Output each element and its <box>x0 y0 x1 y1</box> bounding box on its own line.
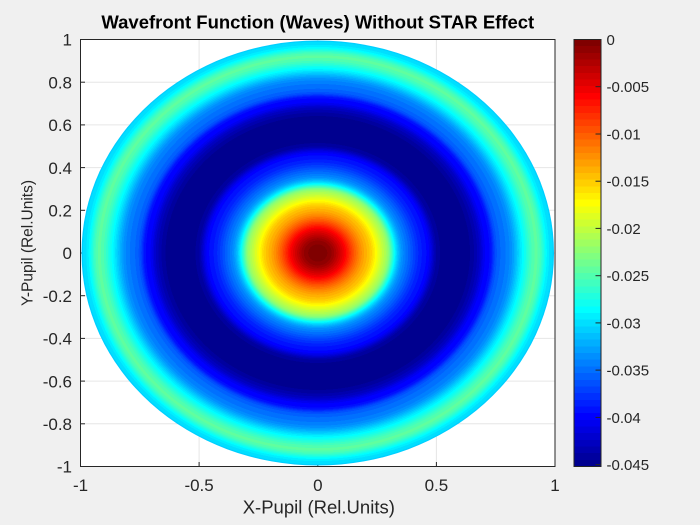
svg-text:-1: -1 <box>73 476 88 495</box>
svg-text:-0.045: -0.045 <box>607 457 650 474</box>
svg-text:-0.03: -0.03 <box>607 315 641 332</box>
svg-text:-0.02: -0.02 <box>607 221 641 238</box>
svg-text:X-Pupil (Rel.Units): X-Pupil (Rel.Units) <box>243 497 395 518</box>
svg-text:-0.5: -0.5 <box>184 476 213 495</box>
svg-text:-0.2: -0.2 <box>43 287 72 306</box>
svg-text:0: 0 <box>63 244 72 263</box>
svg-text:1: 1 <box>550 476 559 495</box>
svg-text:-0.005: -0.005 <box>607 79 650 96</box>
svg-text:-1: -1 <box>57 458 72 477</box>
svg-text:-0.01: -0.01 <box>607 126 641 143</box>
svg-text:-0.015: -0.015 <box>607 174 650 191</box>
svg-text:-0.4: -0.4 <box>43 330 72 349</box>
svg-text:0.5: 0.5 <box>425 476 449 495</box>
svg-text:0.2: 0.2 <box>48 202 72 221</box>
svg-text:0: 0 <box>313 476 322 495</box>
svg-text:Wavefront Function (Waves) Wit: Wavefront Function (Waves) Without STAR … <box>101 12 534 33</box>
svg-text:0.4: 0.4 <box>48 159 72 178</box>
svg-text:-0.035: -0.035 <box>607 363 650 380</box>
svg-text:-0.6: -0.6 <box>43 372 72 391</box>
svg-text:0.8: 0.8 <box>48 73 72 92</box>
svg-text:Y-Pupil (Rel.Units): Y-Pupil (Rel.Units) <box>20 180 37 306</box>
svg-text:-0.025: -0.025 <box>607 268 650 285</box>
svg-text:0.6: 0.6 <box>48 116 72 135</box>
svg-text:0: 0 <box>607 32 615 49</box>
svg-text:-0.8: -0.8 <box>43 415 72 434</box>
svg-text:-0.04: -0.04 <box>607 410 641 427</box>
svg-text:1: 1 <box>63 31 72 50</box>
